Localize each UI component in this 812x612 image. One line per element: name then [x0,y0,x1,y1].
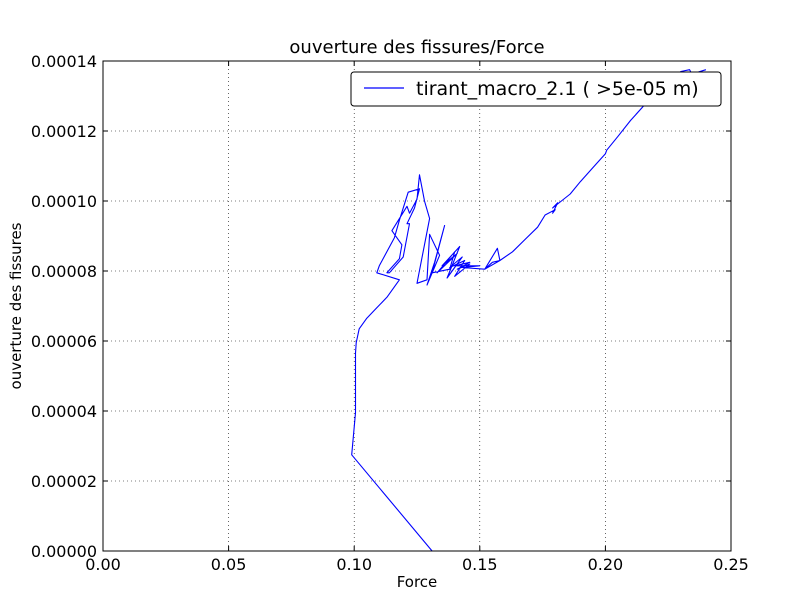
y-tick-label: 0.00004 [31,402,97,421]
chart-title: ouverture des fissures/Force [289,37,544,58]
x-tick-label: 0.10 [336,555,372,574]
tick-labels: 0.00 0.05 0.10 0.15 0.20 0.25 0.00000 0.00002 0.… [31,52,749,574]
x-tick-label: 0.15 [462,555,498,574]
y-axis-label: ouverture des fissures [7,222,25,389]
y-tick-label: 0.00006 [31,332,97,351]
legend-box [350,71,722,107]
x-tick-label: 0.00 [85,555,121,574]
legend-label: tirant_macro_2.1 ( >5e-05 m) [416,78,699,100]
x-tick-label: 0.25 [713,555,749,574]
series-layer [351,69,707,552]
x-axis-label: Force [397,573,438,591]
x-tick-label: 0.20 [588,555,624,574]
y-tick-label: 0.00002 [31,472,97,491]
x-tick-label: 0.05 [211,555,247,574]
legend: tirant_macro_2.1 ( >5e-05 m) [350,71,722,107]
series-line [351,69,707,552]
y-tick-label: 0.00012 [31,122,97,141]
plot-frame [102,60,732,552]
ticks [102,60,732,552]
y-tick-label: 0.00000 [31,542,97,561]
y-tick-label: 0.00014 [31,52,97,71]
y-tick-label: 0.00008 [31,262,97,281]
y-tick-label: 0.00010 [31,192,97,211]
